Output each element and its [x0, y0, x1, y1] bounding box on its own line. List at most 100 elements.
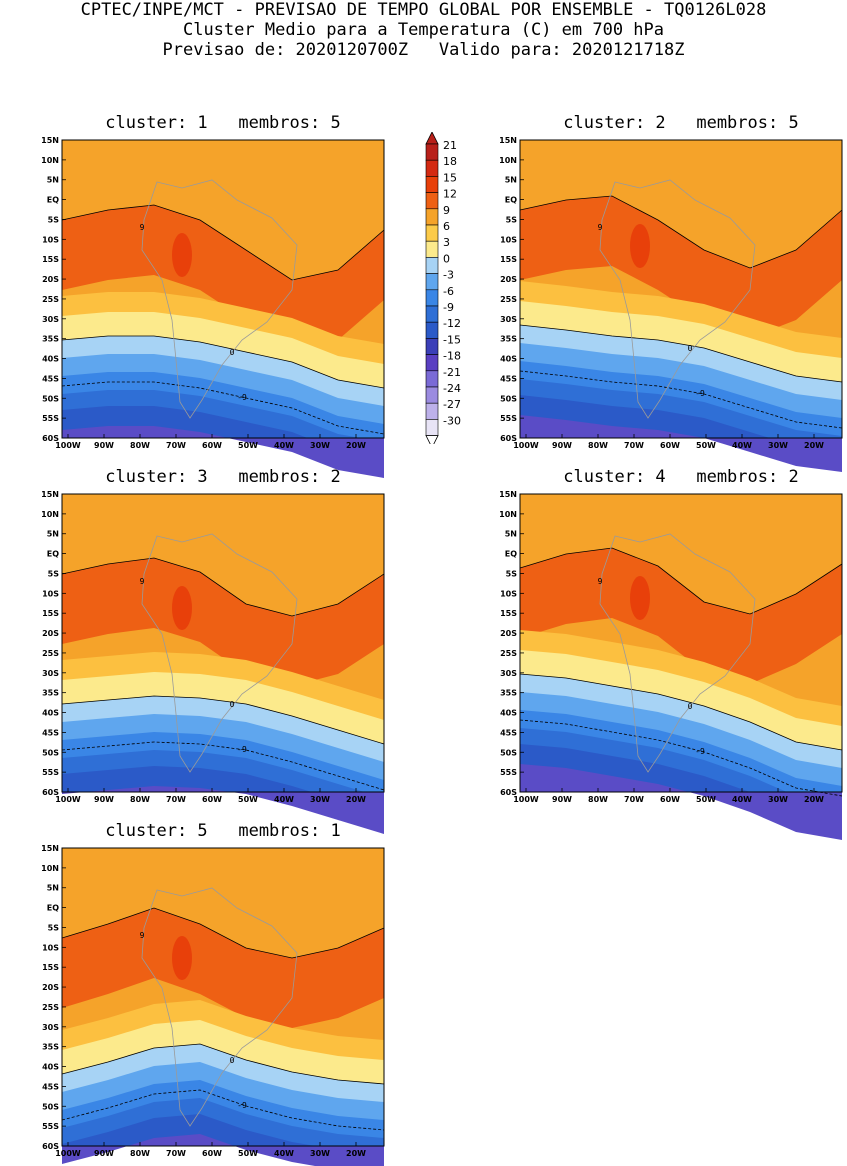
lon-tick-label: 60W — [202, 441, 222, 450]
lon-tick-label: 50W — [238, 441, 258, 450]
lat-tick-label: 15N — [499, 490, 517, 499]
lon-tick-label: 90W — [552, 795, 572, 804]
contour-label-minus-9: -9 — [237, 393, 247, 402]
lat-tick-label: 50S — [42, 394, 59, 403]
cluster-2-map: 9 0 -9 15N 10N 5N EQ 5S 10S 15S 20S 25S 30S 35S 40S 45S… — [499, 136, 843, 472]
lon-tick-label: 80W — [588, 795, 608, 804]
cluster-1-title: cluster: 1 membros: 5 — [105, 113, 341, 133]
lat-tick-label: 45S — [42, 1082, 59, 1091]
lon-tick-label: 30W — [310, 795, 330, 804]
lat-tick-label: 40S — [500, 355, 517, 364]
cluster-5-map: 9 0 -9 15N 10N 5N EQ 5S 10S 15S 20S 25S 30S 35S 40S 45S… — [41, 844, 385, 1166]
contour-label-9: 9 — [598, 223, 603, 232]
lon-tick-label: 60W — [202, 1149, 222, 1158]
lat-tick-label: 20S — [42, 275, 59, 284]
colorbar-swatch — [425, 224, 439, 242]
colorbar-label: 6 — [443, 220, 450, 233]
colorbar-label: -3 — [443, 269, 454, 282]
lon-tick-label: 80W — [588, 441, 608, 450]
colorbar-label: -21 — [443, 366, 461, 379]
colorbar-label: 21 — [443, 139, 457, 152]
contour-label-minus-9: -9 — [237, 1101, 247, 1110]
contour-label-0: 0 — [230, 700, 235, 709]
cluster-2-title: cluster: 2 membros: 5 — [563, 113, 799, 133]
lon-tick-label: 30W — [768, 795, 788, 804]
lat-tick-label: 30S — [500, 669, 517, 678]
contour-label-9: 9 — [598, 577, 603, 586]
colorbar-swatch — [425, 354, 439, 372]
lat-tick-label: EQ — [47, 196, 59, 205]
lat-tick-label: 55S — [42, 1122, 59, 1131]
lon-tick-label: 40W — [274, 1149, 294, 1158]
lon-tick-label: 80W — [130, 1149, 150, 1158]
header-line-2: Cluster Medio para a Temperatura (C) em … — [182, 20, 665, 40]
lat-tick-label: 5N — [505, 530, 517, 539]
cluster-3-map: 9 0 -9 15N 10N 5N EQ 5S 10S 15S 20S 25S 30S 35S 40S 45S… — [41, 490, 385, 834]
lat-tick-label: 10S — [42, 235, 59, 244]
lat-tick-label: 60S — [42, 788, 59, 797]
colorbar-swatch — [425, 305, 439, 323]
lon-tick-label: 50W — [696, 441, 716, 450]
lat-tick-label: 10S — [500, 589, 517, 598]
lat-tick-label: 10N — [41, 864, 59, 873]
lon-tick-label: 20W — [804, 441, 824, 450]
lat-tick-label: 15S — [500, 609, 517, 618]
lon-tick-label: 20W — [346, 1149, 366, 1158]
colorbar-swatch — [425, 176, 439, 193]
colorbar-swatch — [425, 192, 439, 210]
lat-tick-label: 55S — [500, 768, 517, 777]
lon-tick-label: 40W — [732, 441, 752, 450]
lat-tick-label: 10N — [41, 510, 59, 519]
lat-tick-label: 5S — [48, 923, 60, 932]
lat-tick-label: 40S — [42, 355, 59, 364]
contour-label-9: 9 — [140, 577, 145, 586]
contour-label-minus-9: -9 — [695, 389, 705, 398]
lon-tick-label: 80W — [130, 441, 150, 450]
lat-tick-label: 30S — [42, 315, 59, 324]
lat-tick-label: 30S — [500, 315, 517, 324]
contour-label-minus-9: -9 — [237, 745, 247, 754]
lon-tick-label: 90W — [552, 441, 572, 450]
lon-tick-label: 60W — [660, 441, 680, 450]
lat-tick-label: 10N — [41, 156, 59, 165]
lat-tick-label: 45S — [42, 728, 59, 737]
lat-tick-label: 40S — [500, 709, 517, 718]
lat-tick-label: 5S — [48, 215, 60, 224]
lat-tick-label: 10S — [500, 235, 517, 244]
lat-tick-label: 60S — [42, 1142, 59, 1151]
lat-tick-label: 15N — [499, 136, 517, 145]
lon-tick-label: 20W — [804, 795, 824, 804]
lon-tick-label: 90W — [94, 1149, 114, 1158]
lon-tick-label: 90W — [94, 795, 114, 804]
lat-tick-label: 5N — [47, 530, 59, 539]
lat-tick-label: 35S — [42, 335, 59, 344]
cluster-3-title: cluster: 3 membros: 2 — [105, 467, 341, 487]
lat-tick-label: 25S — [42, 1003, 59, 1012]
lat-tick-label: 50S — [42, 748, 59, 757]
lat-tick-label: 20S — [42, 629, 59, 638]
lat-tick-label: EQ — [505, 550, 517, 559]
lat-tick-label: 30S — [42, 669, 59, 678]
lat-tick-label: 35S — [42, 1043, 59, 1052]
lat-tick-label: 45S — [42, 374, 59, 383]
lat-tick-label: 40S — [42, 1063, 59, 1072]
lon-tick-label: 40W — [732, 795, 752, 804]
lat-tick-label: 10S — [42, 943, 59, 952]
lon-tick-label: 30W — [310, 441, 330, 450]
lat-tick-label: 50S — [500, 394, 517, 403]
colorbar-swatch — [425, 402, 439, 420]
lat-tick-label: 20S — [42, 983, 59, 992]
lat-tick-label: 60S — [500, 434, 517, 443]
lon-tick-label: 50W — [238, 1149, 258, 1158]
lat-tick-label: 60S — [42, 434, 59, 443]
contour-label-0: 0 — [230, 348, 235, 357]
cluster-4-title: cluster: 4 membros: 2 — [563, 467, 799, 487]
lat-tick-label: 15N — [41, 844, 59, 853]
lat-tick-label: 35S — [42, 689, 59, 698]
contour-label-0: 0 — [688, 344, 693, 353]
lat-tick-label: 55S — [42, 414, 59, 423]
lon-tick-label: 100W — [55, 795, 81, 804]
lon-tick-label: 90W — [94, 441, 114, 450]
lon-tick-label: 70W — [624, 795, 644, 804]
colorbar-label: -30 — [443, 414, 461, 427]
